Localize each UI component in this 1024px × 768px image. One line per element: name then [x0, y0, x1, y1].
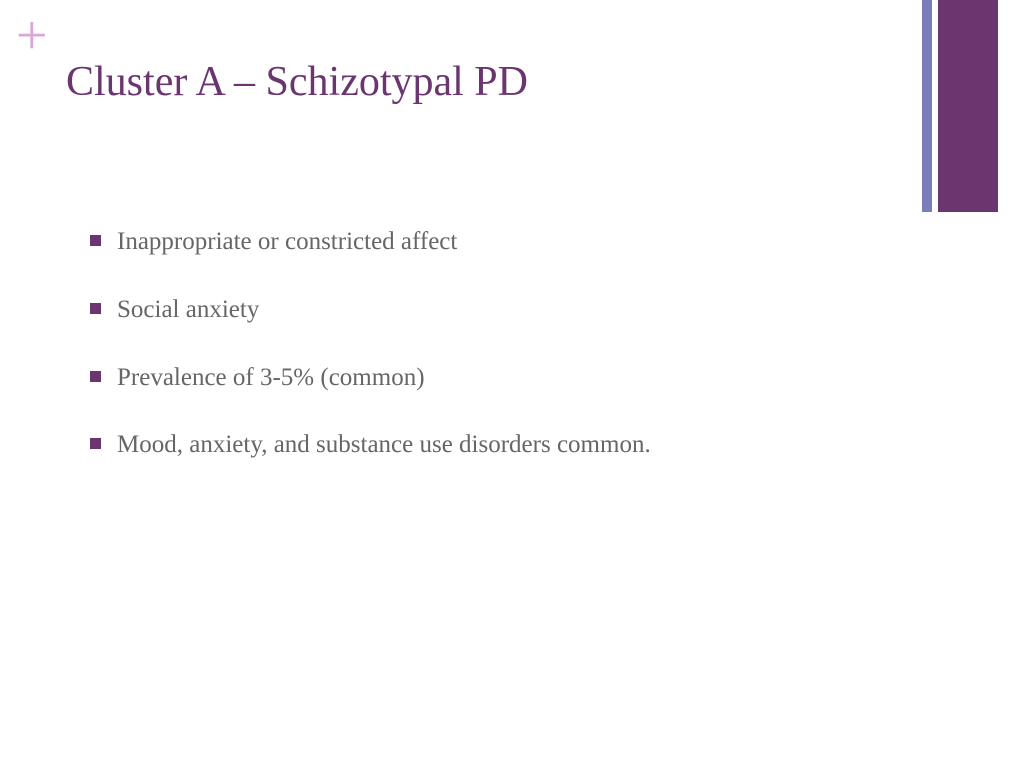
bullet-marker-icon [90, 438, 101, 449]
plus-decoration-icon: + [16, 8, 48, 64]
bullet-text: Inappropriate or constricted affect [117, 225, 457, 259]
decoration-bar-thick [938, 0, 998, 212]
bullet-marker-icon [90, 371, 101, 382]
list-item: Mood, anxiety, and substance use disorde… [90, 428, 840, 462]
bullet-marker-icon [90, 235, 101, 246]
bullet-text: Mood, anxiety, and substance use disorde… [117, 428, 651, 462]
slide-title: Cluster A – Schizotypal PD [66, 58, 528, 106]
list-item: Inappropriate or constricted affect [90, 225, 840, 259]
bullet-marker-icon [90, 303, 101, 314]
list-item: Prevalence of 3-5% (common) [90, 361, 840, 395]
corner-decoration-bars [922, 0, 998, 212]
decoration-bar-thin [922, 0, 932, 212]
bullet-list: Inappropriate or constricted affect Soci… [90, 225, 840, 496]
bullet-text: Social anxiety [117, 293, 259, 327]
list-item: Social anxiety [90, 293, 840, 327]
bullet-text: Prevalence of 3-5% (common) [117, 361, 425, 395]
